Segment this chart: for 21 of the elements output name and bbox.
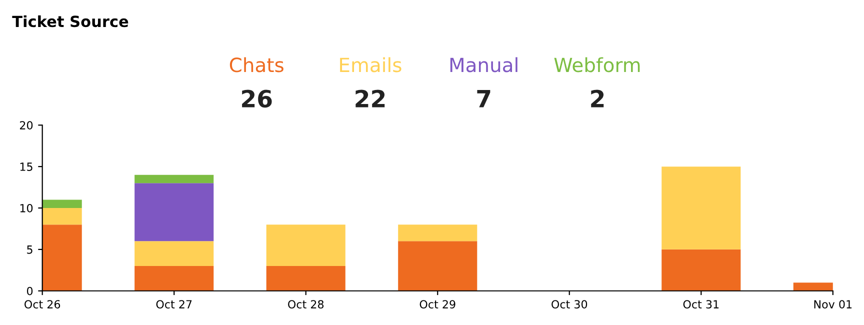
text: 7: [477, 90, 490, 108]
x-tick-label: Oct 26: [24, 300, 60, 309]
text: 2: [591, 90, 604, 108]
x-tick-label: Oct 27: [156, 300, 192, 309]
y-tick-label: 20: [20, 121, 33, 130]
y-tick-label: 15: [20, 162, 32, 171]
y-tick-label: 10: [20, 204, 33, 212]
text: Webform: [554, 57, 640, 72]
y-tick-label: 5: [27, 246, 32, 254]
chart-title: Ticket Source: [12, 15, 128, 28]
text: 22: [356, 90, 385, 108]
x-tick-label: Nov 01: [814, 300, 852, 309]
x-tick-label: Oct 28: [288, 300, 324, 309]
text: Manual: [450, 57, 518, 72]
text: 26: [242, 90, 272, 108]
x-tick-label: Oct 30: [552, 300, 588, 309]
x-tick-label: Oct 31: [683, 300, 719, 309]
y-tick-label: 0: [26, 286, 33, 296]
text: Chats: [230, 57, 284, 72]
text: Emails: [340, 57, 402, 72]
x-tick-label: Oct 29: [420, 300, 456, 309]
